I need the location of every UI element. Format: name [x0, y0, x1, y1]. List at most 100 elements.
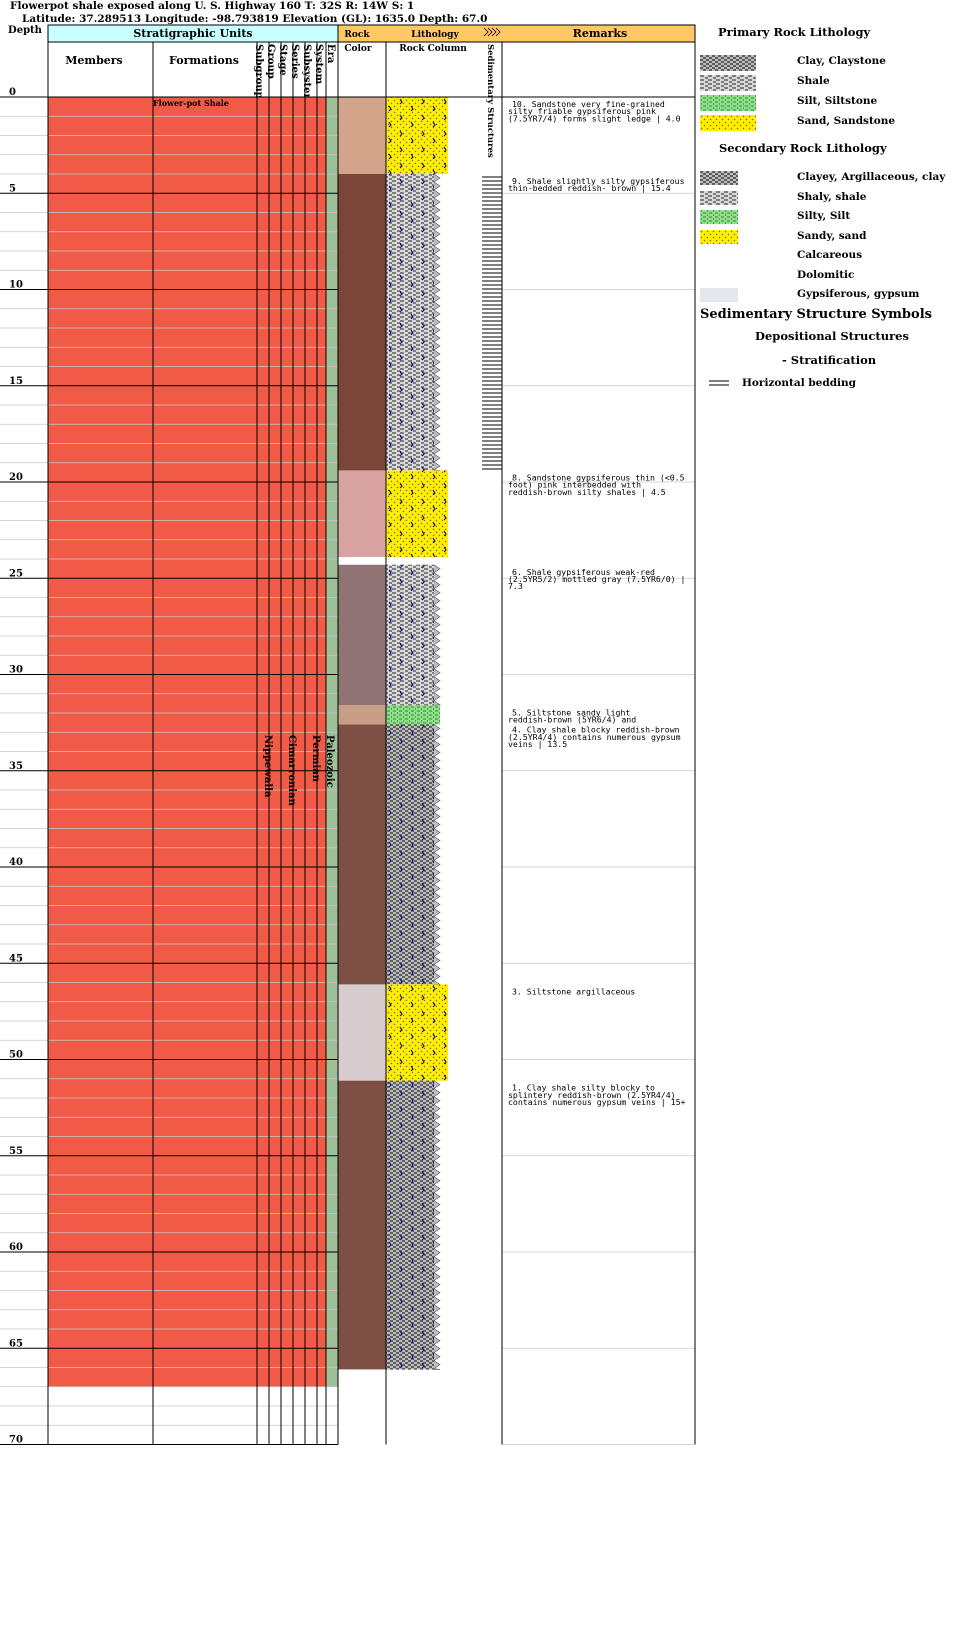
legend-secondary-label: Clayey, Argillaceous, clay — [797, 171, 946, 183]
gypsum-overlay — [386, 174, 434, 471]
rock-column-header: Rock Column — [399, 44, 467, 54]
group-header: Group — [265, 44, 276, 79]
legend-dep-title: Depositional Structures — [755, 329, 909, 343]
depth-tick: 15 — [9, 376, 23, 387]
era-label: Paleozoic — [324, 735, 335, 788]
system-label: Permian — [310, 735, 321, 783]
remarks-header: Remarks — [573, 27, 628, 40]
stratigraphic-log: Stratigraphic Units Rock Lithology Remarks D… — [0, 24, 696, 1446]
rock-color-bed — [338, 1080, 386, 1370]
subgroup-header: Subgroup — [253, 44, 264, 99]
era-header: Era — [325, 44, 336, 64]
sed-structures-mark — [483, 27, 501, 37]
legend-secondary-label: Gypsiferous, gypsum — [797, 288, 920, 300]
weathering-profile — [433, 173, 441, 471]
sed-structures-header: Sedimentary Structures — [485, 44, 495, 158]
lithology-header: Lithology — [411, 30, 459, 40]
legend-strat-title: - Stratification — [782, 353, 877, 367]
horizontal-bedding-symbol — [482, 174, 502, 471]
rock-color-bed — [338, 724, 386, 985]
rock-color-bed — [338, 557, 386, 565]
calcareous-swatch — [700, 249, 738, 263]
stage-header: Stage — [277, 44, 288, 76]
depth-tick: 60 — [9, 1242, 23, 1253]
dolomitic-swatch — [700, 268, 738, 283]
legend-secondary-title: Secondary Rock Lithology — [719, 141, 887, 155]
rock-color-bed — [338, 174, 386, 471]
series-label: Cimarronian — [286, 735, 297, 807]
legend-sed-title: Sedimentary Structure Symbols — [700, 307, 932, 322]
legend-primary-label: Clay, Claystone — [797, 55, 886, 67]
gypsum-overlay — [386, 1080, 434, 1370]
remark-text: 9. Shale slightly silty gypsiferous thin-… — [508, 176, 685, 193]
rock-color-bed — [338, 984, 386, 1081]
remark-text: 5. Siltstone sandy light reddish-brown (5… — [508, 707, 636, 724]
legend-primary-label: Sand, Sandstone — [797, 115, 896, 127]
legend-primary-label: Shale — [797, 75, 830, 87]
depth-tick: 25 — [9, 568, 23, 579]
gypsum-overlay — [386, 97, 448, 174]
subsystem-header: Subsystem — [301, 44, 312, 105]
formations-header: Formations — [169, 54, 239, 67]
log-header — [337, 24, 696, 43]
weathering-profile — [433, 724, 442, 985]
formation-label: Flower-pot Shale — [153, 98, 229, 108]
era-fill — [326, 97, 338, 1387]
rock-color-bed — [338, 564, 386, 706]
gypsiferous-swatch — [700, 288, 738, 302]
remark-text: 1. Clay shale silty blocky to splintery r… — [508, 1083, 686, 1107]
legend-secondary-label: Calcareous — [797, 249, 863, 261]
depth-header: Depth — [8, 25, 43, 36]
shaly-swatch — [700, 190, 738, 205]
remark-text: 4. Clay shale blocky reddish-brown (2.5YR… — [508, 725, 681, 749]
lithology-bed — [386, 705, 440, 725]
series-header: Series — [289, 44, 300, 79]
strat-units-title: Stratigraphic Units — [133, 27, 252, 40]
members-header: Members — [65, 54, 123, 67]
depth-tick: 40 — [9, 857, 23, 868]
silt-swatch — [700, 95, 756, 111]
depth-tick: 10 — [9, 280, 23, 291]
legend-secondary-label: Sandy, sand — [797, 229, 867, 242]
legend-primary-label: Silt, Siltstone — [797, 95, 878, 107]
clayey-swatch — [700, 171, 738, 185]
gypsum-overlay — [386, 984, 448, 1081]
rock-color-bed — [338, 705, 386, 725]
depth-tick: 50 — [9, 1050, 23, 1061]
sandy-swatch — [700, 229, 738, 244]
rock-header: Rock — [344, 30, 370, 40]
sand-swatch — [700, 115, 756, 131]
legend-secondary-label: Silty, Silt — [797, 210, 851, 222]
remark-text: 10. Sandstone very fine-grained silty fri… — [508, 99, 681, 123]
depth-tick: 0 — [9, 87, 16, 98]
location-info: Latitude: 37.289513 Longitude: -98.79381… — [22, 13, 488, 25]
legend-primary-title: Primary Rock Lithology — [718, 25, 871, 39]
depth-tick: 5 — [9, 183, 16, 194]
depth-tick: 65 — [9, 1338, 23, 1349]
system-header: System — [313, 44, 324, 85]
depth-tick: 55 — [9, 1146, 23, 1157]
group-label: Nippewalla — [262, 735, 273, 798]
depth-tick: 35 — [9, 761, 23, 772]
gypsum-overlay — [386, 724, 434, 985]
strat-fill — [48, 97, 326, 1387]
remark-text: 3. Siltstone argillaceous — [512, 986, 635, 996]
depth-tick: 30 — [9, 665, 23, 676]
clay-swatch — [700, 55, 756, 71]
legend-secondary-label: Shaly, shale — [797, 190, 867, 203]
remark-text: 6. Shale gypsiferous weak-red (2.5YR5/2) … — [508, 567, 685, 591]
legend-horizontal-label: Horizontal bedding — [742, 377, 857, 389]
weathering-profile — [433, 564, 441, 706]
legend-secondary-label: Dolomitic — [797, 268, 855, 281]
color-header: Color — [344, 44, 372, 54]
depth-tick: 20 — [9, 472, 23, 483]
weathering-profile — [433, 1080, 441, 1370]
section-title: Flowerpot shale exposed along U. S. High… — [10, 0, 415, 12]
depth-tick: 45 — [9, 953, 23, 964]
shale-swatch — [700, 75, 756, 91]
silty-swatch — [700, 210, 738, 224]
legend: Primary Rock Lithology Secondary Rock Li… — [700, 0, 970, 420]
remark-text: 8. Sandstone gypsiferous thin (<0.5 foot)… — [508, 472, 685, 496]
rock-color-bed — [338, 97, 386, 174]
gypsum-overlay — [386, 470, 448, 558]
